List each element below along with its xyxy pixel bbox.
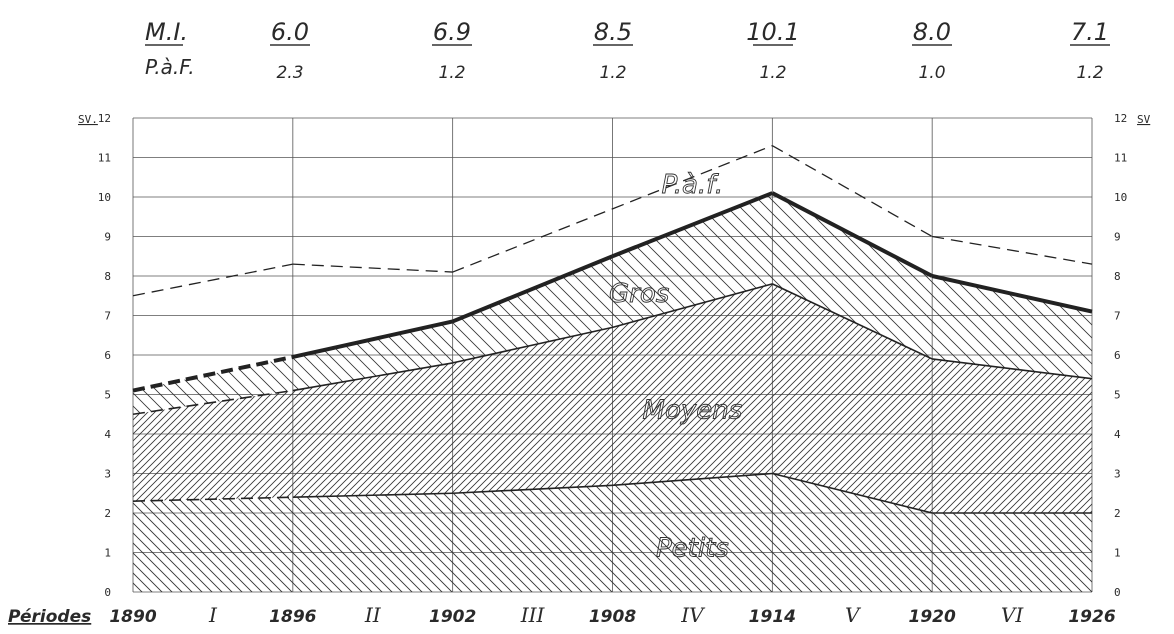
paf-value: 1.2 [438, 63, 465, 83]
y-tick-right: 3 [1114, 468, 1121, 481]
moyens-line-segment [132, 389, 293, 416]
x-tick-label: 1908 [589, 607, 636, 627]
label-gros: Gros [609, 279, 669, 309]
y-tick-right: 7 [1114, 310, 1121, 323]
y-tick-right: 6 [1114, 349, 1121, 362]
y-tick-left: 0 [104, 586, 111, 599]
period-label: V [845, 603, 862, 627]
x-tick-label: 1926 [1068, 607, 1115, 627]
header: M.I. P.à.F. 6.0 6.9 8.5 10.1 8.0 7.1 2.3 1.2 1.2 1.… [145, 18, 1110, 83]
y-tick-left: 6 [104, 349, 111, 362]
period-label: III [520, 603, 546, 627]
mi-value: 10.1 [746, 18, 799, 46]
mi-label: M.I. [145, 18, 188, 46]
moyens-line-segment [452, 326, 613, 364]
area-moyens [133, 283, 1092, 513]
y-tick-left: 2 [104, 507, 111, 520]
paf-value: 1.2 [599, 63, 626, 83]
mi-value: 6.0 [271, 18, 309, 46]
paf-value: 2.3 [276, 63, 303, 83]
y-tick-right: 10 [1114, 191, 1127, 204]
paf-value: 1.0 [918, 63, 945, 83]
y-tick-left: 3 [104, 468, 111, 481]
y-tick-right: 4 [1114, 428, 1121, 441]
y-tick-right: 8 [1114, 270, 1121, 283]
x-tick-label: 1920 [909, 607, 956, 627]
paf-label: P.à.F. [145, 55, 195, 79]
moyens-line-segment [771, 283, 933, 360]
areas [133, 193, 1092, 592]
area-gros [133, 193, 1092, 415]
paf-line-segment [772, 145, 933, 238]
mi-value: 7.1 [1071, 18, 1109, 46]
y-tick-right: 12 [1114, 112, 1127, 125]
x-tick-label: 1902 [429, 607, 476, 627]
x-prefix: Périodes [8, 607, 91, 627]
y-tick-left: 11 [98, 152, 111, 165]
y-tick-right: 0 [1114, 586, 1121, 599]
y-unit-left: SV. [78, 113, 98, 126]
gros-line-segment [451, 254, 614, 324]
label-moyens: Moyens [643, 395, 743, 425]
mi-value: 8.0 [913, 18, 951, 46]
area-petits [133, 473, 1092, 592]
area-labels: P.à.f. Gros Moyens Petits [609, 170, 743, 564]
paf-line-segment [452, 208, 613, 273]
x-tick-label: 1914 [749, 607, 796, 627]
y-tick-right: 11 [1114, 152, 1127, 165]
y-tick-left: 10 [98, 191, 111, 204]
period-label: IV [680, 603, 706, 627]
petits-line-segment [132, 496, 293, 502]
petits-line-segment [772, 472, 933, 514]
y-tick-left: 5 [104, 389, 111, 402]
paf-line-segment [932, 235, 1093, 265]
moyens-line-segment [932, 358, 1093, 380]
y-tick-right: 5 [1114, 389, 1121, 402]
petits-line-segment [292, 492, 453, 498]
paf-value: 1.2 [759, 63, 786, 83]
gros-line-segment [132, 355, 294, 393]
paf-line-segment [132, 263, 293, 297]
gros-line-segment [292, 319, 454, 359]
y-tick-left: 9 [104, 231, 111, 244]
y-tick-left: 7 [104, 310, 111, 323]
moyens-line-segment [612, 283, 773, 329]
moyens-line-segment [292, 362, 453, 392]
x-tick-label: 1890 [109, 607, 156, 627]
period-label: VI [1001, 603, 1024, 627]
period-label: I [208, 603, 218, 627]
mi-value: 8.5 [594, 18, 632, 46]
y-tick-left: 1 [104, 547, 111, 560]
label-paf: P.à.f. [662, 170, 724, 200]
label-petits: Petits [656, 534, 729, 564]
y-tick-right: 1 [1114, 547, 1121, 560]
paf-value: 1.2 [1076, 63, 1103, 83]
y-unit-right: SV [1137, 113, 1151, 126]
paf-line-segment [292, 263, 453, 273]
paf-line-segment [612, 145, 773, 210]
y-tick-right: 2 [1114, 507, 1121, 520]
mi-value: 6.9 [433, 18, 471, 46]
gros-line-segment [931, 274, 1093, 314]
x-tick-label: 1896 [269, 607, 316, 627]
y-tick-right: 9 [1114, 231, 1121, 244]
y-tick-left: 8 [104, 270, 111, 283]
y-tick-left: 4 [104, 428, 111, 441]
period-label: II [364, 603, 382, 627]
petits-line-segment [452, 484, 613, 495]
gros-line-segment [611, 191, 774, 259]
y-tick-left: 12 [98, 112, 111, 125]
series-lines [132, 145, 1093, 514]
petits-line-segment [612, 472, 773, 487]
gros-line-segment [771, 191, 934, 278]
